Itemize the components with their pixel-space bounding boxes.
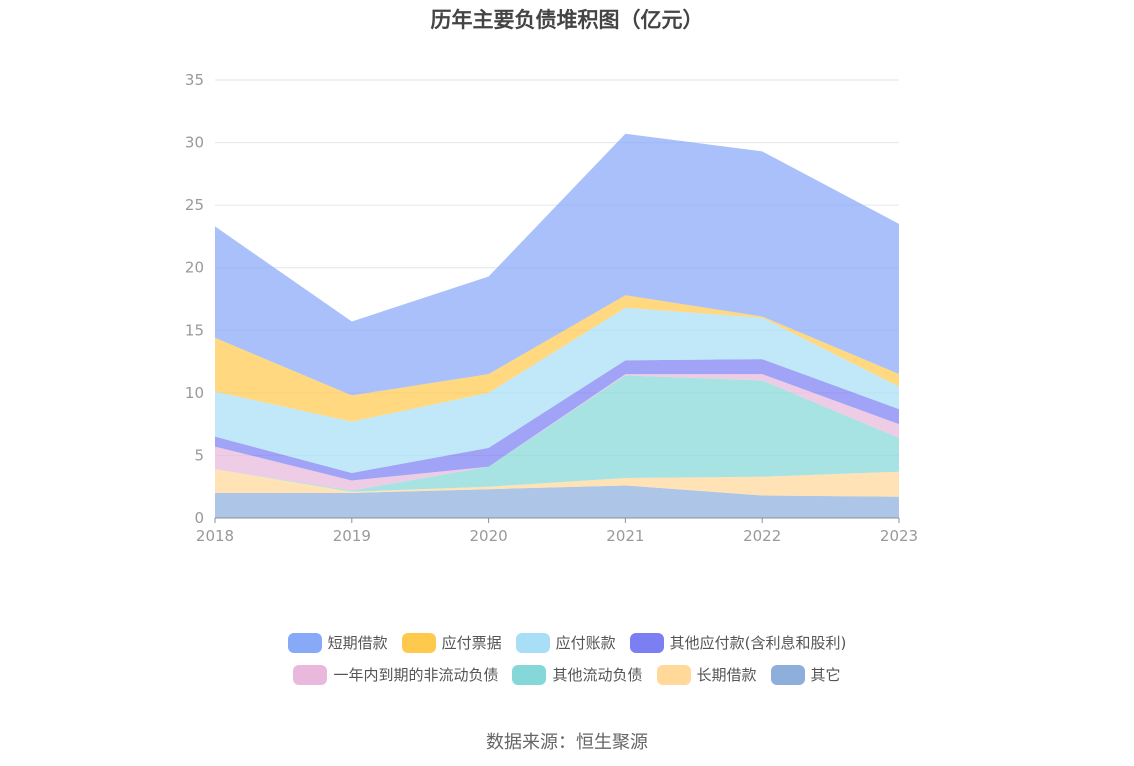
legend-label: 短期借款 xyxy=(327,634,388,652)
legend-swatch xyxy=(770,664,805,685)
legend-label: 一年内到期的非流动负债 xyxy=(333,666,499,684)
y-tick-label: 30 xyxy=(185,134,204,152)
legend-label: 其他应付款(含利息和股利) xyxy=(669,634,847,652)
legend-item[interactable]: 一年内到期的非流动负债 xyxy=(293,664,498,685)
y-tick-label: 5 xyxy=(194,446,204,464)
legend-label: 应付票据 xyxy=(441,634,502,652)
legend-label: 其它 xyxy=(810,666,841,684)
legend-swatch xyxy=(515,632,550,653)
area-series xyxy=(215,375,899,492)
y-tick-label: 35 xyxy=(185,71,204,89)
y-tick-label: 20 xyxy=(185,259,204,277)
legend-label: 其他流动负债 xyxy=(552,666,643,684)
legend-item[interactable]: 长期借款 xyxy=(656,664,757,685)
legend-item[interactable]: 其他应付款(含利息和股利) xyxy=(629,632,847,653)
area-series xyxy=(215,133,899,396)
x-tick-label: 2021 xyxy=(606,527,644,545)
legend-item[interactable]: 其他流动负债 xyxy=(512,664,643,685)
x-tick-label: 2019 xyxy=(333,527,371,545)
legend-swatch xyxy=(293,664,328,685)
area-series xyxy=(215,307,899,473)
y-tick-label: 15 xyxy=(185,321,204,339)
legend-swatch xyxy=(287,632,322,653)
x-tick-label: 2018 xyxy=(196,527,234,545)
legend-row-1: 短期借款 应付票据 应付账款 其他应付款(含利息和股利) xyxy=(0,632,1134,653)
y-tick-label: 10 xyxy=(185,384,204,402)
legend-item[interactable]: 应付票据 xyxy=(401,632,502,653)
data-source: 数据来源：恒生聚源 xyxy=(486,732,648,753)
legend-label: 长期借款 xyxy=(696,666,757,684)
area-series xyxy=(215,359,899,481)
area-series xyxy=(215,374,899,491)
y-tick-label: 0 xyxy=(194,509,204,527)
chart-title: 历年主要负债堆积图（亿元） xyxy=(430,8,704,32)
area-series xyxy=(215,295,899,422)
x-tick-label: 2022 xyxy=(743,527,781,545)
legend-item[interactable]: 短期借款 xyxy=(287,632,388,653)
x-tick-label: 2020 xyxy=(470,527,508,545)
y-tick-label: 25 xyxy=(185,196,204,214)
legend-swatch xyxy=(629,632,664,653)
legend-item[interactable]: 其它 xyxy=(770,664,841,685)
x-tick-label: 2023 xyxy=(880,527,918,545)
legend-swatch xyxy=(656,664,691,685)
area-series xyxy=(215,469,899,497)
stacked-area-chart: 0 5 10 15 20 25 30 35 2018 2019 2020 2021 2022 2023 xyxy=(185,71,918,545)
legend-swatch xyxy=(512,664,547,685)
legend-swatch xyxy=(401,632,436,653)
legend-label: 应付账款 xyxy=(555,634,616,652)
legend-row-2: 一年内到期的非流动负债 其他流动负债 长期借款 其它 xyxy=(0,664,1134,685)
area-series xyxy=(215,485,899,518)
legend-item[interactable]: 应付账款 xyxy=(515,632,616,653)
